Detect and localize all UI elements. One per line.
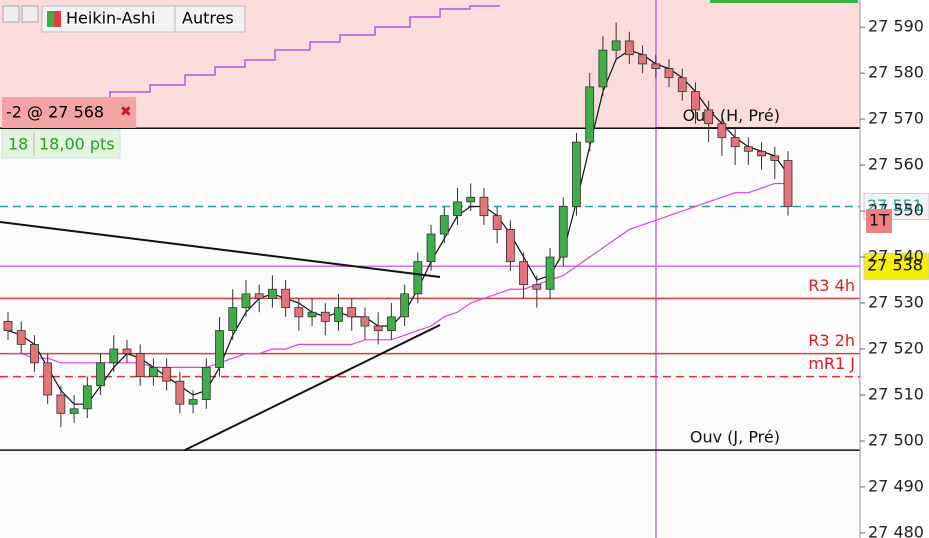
candle-body bbox=[149, 367, 158, 377]
candle-body bbox=[532, 284, 542, 290]
candle-body bbox=[109, 348, 119, 364]
candle-body bbox=[638, 54, 647, 65]
y-tick-label: 27 520 bbox=[868, 339, 924, 358]
candle-body bbox=[82, 385, 92, 410]
pnl-pts: 18,00 pts bbox=[39, 135, 115, 154]
candle-body bbox=[413, 261, 423, 295]
candle-body bbox=[347, 307, 357, 318]
position-box[interactable] bbox=[2, 97, 136, 128]
candle-body bbox=[400, 293, 410, 318]
candle-body bbox=[479, 196, 489, 217]
candle-body bbox=[453, 201, 462, 217]
pnl-qty: 18 bbox=[8, 135, 28, 154]
candle-body bbox=[743, 146, 753, 152]
y-tick-label: 27 560 bbox=[868, 155, 924, 174]
candle-body bbox=[717, 123, 727, 138]
candle-body bbox=[558, 206, 568, 258]
timeframe: 1T bbox=[869, 211, 889, 230]
timeframe-badge bbox=[866, 209, 892, 233]
y-tick-label: 27 490 bbox=[868, 476, 924, 495]
toolbar-label: Heikin-Ashi bbox=[66, 9, 155, 28]
pnl-box bbox=[1, 129, 121, 159]
candle-body bbox=[294, 307, 304, 318]
candle-body bbox=[241, 293, 251, 309]
candle-body bbox=[56, 394, 66, 414]
icon-button[interactable] bbox=[2, 5, 20, 23]
candle-body bbox=[704, 109, 714, 125]
icon-button[interactable] bbox=[21, 5, 39, 23]
candle-body bbox=[783, 160, 793, 207]
y-tick-label: 27 510 bbox=[868, 384, 924, 403]
y-tick-label: 27 540 bbox=[868, 247, 924, 266]
y-tick-label: 27 590 bbox=[868, 17, 924, 36]
candle-body bbox=[320, 311, 330, 322]
candle-body bbox=[69, 408, 79, 414]
candle-body bbox=[96, 362, 105, 387]
candle-body bbox=[651, 63, 661, 69]
candle-body bbox=[281, 288, 291, 309]
candle-body bbox=[334, 307, 343, 322]
candle-body bbox=[664, 68, 674, 79]
price-badge-label: 27 538 bbox=[867, 256, 923, 275]
trendline bbox=[0, 221, 441, 278]
candle-body bbox=[585, 86, 595, 143]
candle-body bbox=[307, 311, 317, 318]
candle-body bbox=[228, 307, 238, 332]
trendline bbox=[184, 324, 441, 451]
swatch bbox=[54, 11, 61, 27]
indicator-line bbox=[50, 5, 500, 101]
candle-body bbox=[188, 399, 198, 405]
candle-body bbox=[426, 233, 436, 263]
y-tick-label: 27 580 bbox=[868, 63, 924, 82]
candle-body bbox=[360, 316, 370, 327]
price-badge bbox=[863, 252, 929, 280]
tab bbox=[710, 0, 858, 3]
swatch bbox=[47, 11, 54, 27]
candle-body bbox=[505, 229, 515, 263]
candle-body bbox=[254, 293, 264, 299]
candle-body bbox=[122, 348, 132, 355]
level-label: mR1 J bbox=[808, 354, 855, 373]
candle-body bbox=[215, 330, 224, 368]
toolbar-label: Autres bbox=[182, 9, 234, 28]
candle-body bbox=[466, 196, 476, 203]
candle-body bbox=[135, 353, 145, 378]
candle-body bbox=[611, 40, 621, 51]
candle-body bbox=[691, 91, 700, 111]
y-tick-label: 27 570 bbox=[868, 109, 924, 128]
candle-body bbox=[268, 288, 277, 299]
candle-body bbox=[3, 321, 13, 332]
candle-body bbox=[16, 330, 26, 345]
level-label: R3 4h bbox=[808, 276, 855, 295]
menu-button[interactable] bbox=[174, 5, 246, 33]
candle-body bbox=[545, 256, 555, 290]
y-tick-label: 27 500 bbox=[868, 430, 924, 449]
candle-body bbox=[175, 380, 185, 405]
chart-type-button[interactable] bbox=[41, 5, 176, 33]
candle-body bbox=[598, 49, 608, 88]
candle-body bbox=[201, 367, 211, 400]
candle-body bbox=[624, 40, 634, 56]
close-icon[interactable]: ✖ bbox=[120, 104, 132, 120]
candle-body bbox=[519, 261, 528, 286]
toolbar: Heikin-Ashi Autres bbox=[2, 5, 246, 33]
position-label: -2 @ 27 568 bbox=[6, 103, 104, 122]
candle-body bbox=[162, 367, 172, 382]
level-label: R3 2h bbox=[808, 331, 855, 350]
candle-body bbox=[492, 215, 502, 230]
candle-body bbox=[30, 344, 39, 364]
level-label: Ouv (J, Pré) bbox=[690, 428, 780, 447]
y-tick-label: 27 530 bbox=[868, 293, 924, 312]
candle-body bbox=[43, 362, 53, 396]
candle-body bbox=[677, 77, 687, 92]
candle-body bbox=[373, 325, 383, 332]
candle-body bbox=[386, 316, 396, 332]
candle-body bbox=[757, 150, 766, 157]
candle-body bbox=[770, 155, 780, 161]
candle-body bbox=[572, 141, 581, 207]
candle-body bbox=[730, 137, 740, 148]
y-tick-label: 27 480 bbox=[868, 522, 924, 538]
candle-body bbox=[439, 215, 449, 235]
